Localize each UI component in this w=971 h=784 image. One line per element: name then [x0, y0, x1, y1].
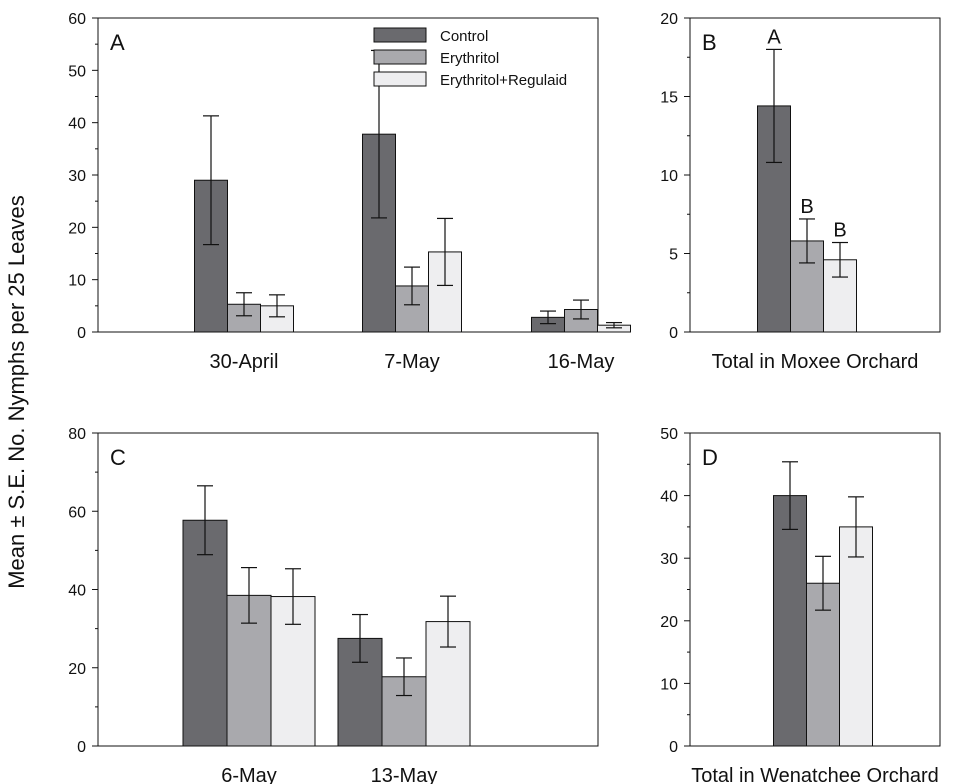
y-tick-label: 80 — [68, 426, 86, 443]
bar-erythritol-regulaid — [839, 526, 873, 747]
legend-swatch-erythritol-regulaid — [373, 71, 427, 87]
x-category-label: 6-May — [221, 765, 277, 784]
legend-swatch-control — [373, 27, 427, 43]
significance-letter: B — [833, 220, 846, 242]
y-tick-label: 20 — [660, 11, 678, 28]
y-tick-label: 20 — [660, 614, 678, 631]
panel-letter: A — [110, 30, 125, 55]
y-tick-label: 40 — [68, 116, 86, 133]
significance-letter: B — [800, 196, 813, 218]
y-tick-label: 50 — [660, 426, 678, 443]
x-category-label: 13-May — [371, 765, 438, 784]
y-tick-label: 5 — [669, 247, 678, 264]
bar-control — [194, 179, 228, 333]
y-tick-label: 15 — [660, 90, 678, 107]
y-tick-label: 20 — [68, 220, 86, 237]
y-tick-label: 0 — [669, 325, 678, 342]
chart-panel-d: 0 10 20 30 40 50 D Total in Wenatchee Orchard — [660, 426, 941, 784]
significance-letter: A — [767, 26, 781, 48]
y-tick-label: 60 — [68, 504, 86, 521]
panel-letter: B — [702, 30, 717, 55]
y-tick-label: 30 — [68, 168, 86, 185]
x-category-label: 16-May — [548, 351, 615, 373]
y-tick-label: 10 — [660, 168, 678, 185]
panel-letter: D — [702, 445, 718, 470]
plot-frame — [97, 17, 599, 333]
y-tick-label: 0 — [669, 739, 678, 756]
y-axis-label: Mean ± S.E. No. Nymphs per 25 Leaves — [4, 195, 29, 589]
y-tick-label: 0 — [77, 325, 86, 342]
legend-label: Erythritol+Regulaid — [440, 72, 567, 89]
chart-panel-c: 0 20 40 60 80 C 6-May 13-May — [68, 426, 599, 784]
legend-label: Erythritol — [440, 50, 499, 67]
y-tick-label: 10 — [660, 676, 678, 693]
y-tick-label: 40 — [68, 583, 86, 600]
y-tick-label: 30 — [660, 551, 678, 568]
legend-label: Control — [440, 28, 488, 45]
panel-letter: C — [110, 445, 126, 470]
y-tick-label: 20 — [68, 661, 86, 678]
bar-control — [773, 495, 807, 747]
x-category-label: Total in Wenatchee Orchard — [691, 765, 939, 784]
x-category-label: 30-April — [210, 351, 279, 373]
y-tick-label: 50 — [68, 63, 86, 80]
bar-control — [182, 519, 228, 747]
x-category-label: Total in Moxee Orchard — [712, 351, 919, 373]
bar-erythritol-regulaid — [823, 259, 857, 333]
y-tick-label: 60 — [68, 11, 86, 28]
x-category-label: 7-May — [384, 351, 440, 373]
chart-panel-a: 0 10 20 30 40 50 60 A 30-April 7-May 16-May Control… — [68, 11, 631, 373]
y-tick-label: 0 — [77, 739, 86, 756]
y-tick-label: 40 — [660, 489, 678, 506]
y-tick-label: 10 — [68, 273, 86, 290]
legend-swatch-erythritol — [373, 49, 427, 65]
